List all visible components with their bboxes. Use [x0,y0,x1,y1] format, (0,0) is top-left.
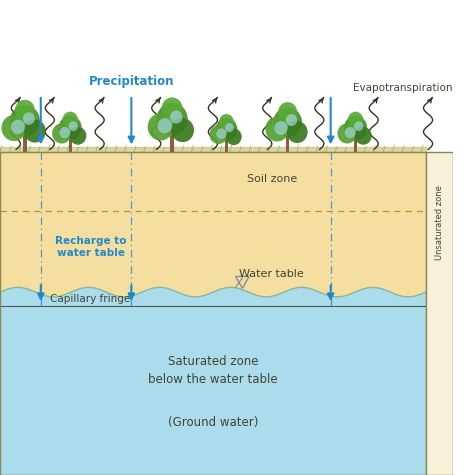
Circle shape [219,114,234,129]
Circle shape [286,114,297,126]
Bar [0,152,426,475]
Text: Recharge to
water table: Recharge to water table [55,236,126,258]
Bar [23,135,26,152]
Circle shape [265,116,289,142]
Text: Water table: Water table [239,269,304,279]
Bar [225,140,228,152]
Circle shape [11,120,25,134]
Text: Precipitation: Precipitation [89,75,174,88]
Circle shape [354,121,363,131]
Circle shape [69,127,86,145]
Circle shape [216,128,227,139]
Circle shape [344,115,367,140]
Circle shape [59,115,82,140]
Circle shape [170,111,183,124]
Text: Saturated zone
below the water table: Saturated zone below the water table [148,355,278,386]
Bar [354,139,357,152]
Circle shape [278,102,297,122]
Bar [170,134,174,152]
Circle shape [62,112,78,128]
Circle shape [287,121,308,143]
Circle shape [216,118,237,141]
Bar [286,136,289,152]
Circle shape [162,97,183,119]
Text: Evapotranspiration: Evapotranspiration [354,83,453,93]
Circle shape [52,124,71,143]
Text: Unsaturated zone: Unsaturated zone [435,185,444,259]
Circle shape [226,128,242,145]
Circle shape [355,127,372,145]
Circle shape [24,120,46,142]
Circle shape [273,107,302,137]
Circle shape [10,105,40,136]
Circle shape [148,113,174,141]
Circle shape [348,112,363,128]
Bar [69,139,72,152]
Circle shape [171,118,194,142]
Circle shape [337,124,357,143]
Text: Soil zone: Soil zone [247,174,297,184]
Circle shape [59,127,70,138]
Text: Capillary fringe: Capillary fringe [51,294,131,304]
Circle shape [345,127,355,138]
Circle shape [15,100,35,121]
Text: (Ground water): (Ground water) [168,416,258,429]
Circle shape [1,115,26,141]
Bar [0,152,426,292]
Circle shape [210,125,228,144]
Bar [0,306,426,475]
Circle shape [225,123,234,132]
Bar [0,292,426,306]
Circle shape [157,103,188,135]
Circle shape [68,121,78,131]
Bar [426,152,453,475]
Circle shape [274,121,287,135]
Circle shape [158,118,172,133]
Circle shape [23,112,35,125]
